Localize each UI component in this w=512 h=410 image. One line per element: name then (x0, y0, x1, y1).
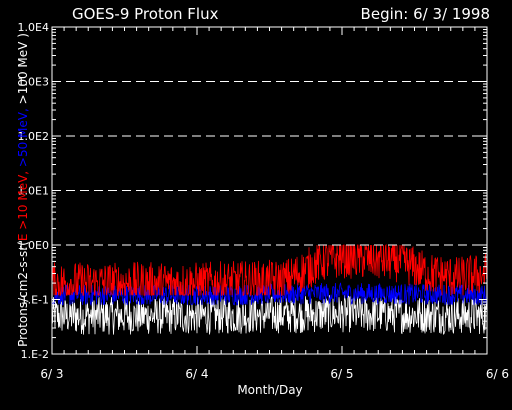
begin-date-label: Begin: 6/ 3/ 1998 (361, 5, 490, 23)
y-tick-label: 1.E-1 (21, 294, 49, 307)
y-axis-ticks: 1.0E4 1.0E3 1.0E2 1.0E1 1.0E0 1.E-1 1.E-2 (18, 21, 487, 361)
series-line-0 (51, 243, 488, 297)
plot-data-series (51, 243, 488, 335)
y-tick-label: 1.0E2 (18, 130, 49, 143)
chart-title: GOES-9 Proton Flux (72, 5, 219, 23)
x-tick-label: 6/ 5 (330, 367, 353, 381)
y-tick-label: 1.0E0 (18, 239, 49, 252)
y-axis-label-part-2: >50 MeV, (16, 104, 30, 167)
x-axis-label: Month/Day (237, 383, 302, 397)
y-tick-label: 1.E-2 (21, 348, 49, 361)
x-tick-label: 6/ 6 (486, 367, 509, 381)
y-axis-label-part-1: E >10 MeV, (16, 167, 30, 241)
y-tick-label: 1.0E3 (18, 76, 49, 89)
y-axis-label-part-0: Protons/cm2-s-sr( (16, 241, 30, 347)
y-tick-label: 1.0E4 (18, 21, 49, 34)
y-axis-label-part-3: >100 MeV ) (16, 33, 30, 104)
y-tick-label: 1.0E1 (18, 185, 49, 198)
x-tick-label: 6/ 4 (185, 367, 208, 381)
x-axis-ticks: 6/ 3 6/ 4 6/ 5 6/ 6 (40, 27, 509, 381)
gridlines (52, 81, 487, 246)
y-axis-label: Protons/cm2-s-sr(E >10 MeV, >50 MeV, >10… (16, 33, 30, 347)
x-tick-label: 6/ 3 (40, 367, 63, 381)
series-line-2 (51, 293, 488, 335)
